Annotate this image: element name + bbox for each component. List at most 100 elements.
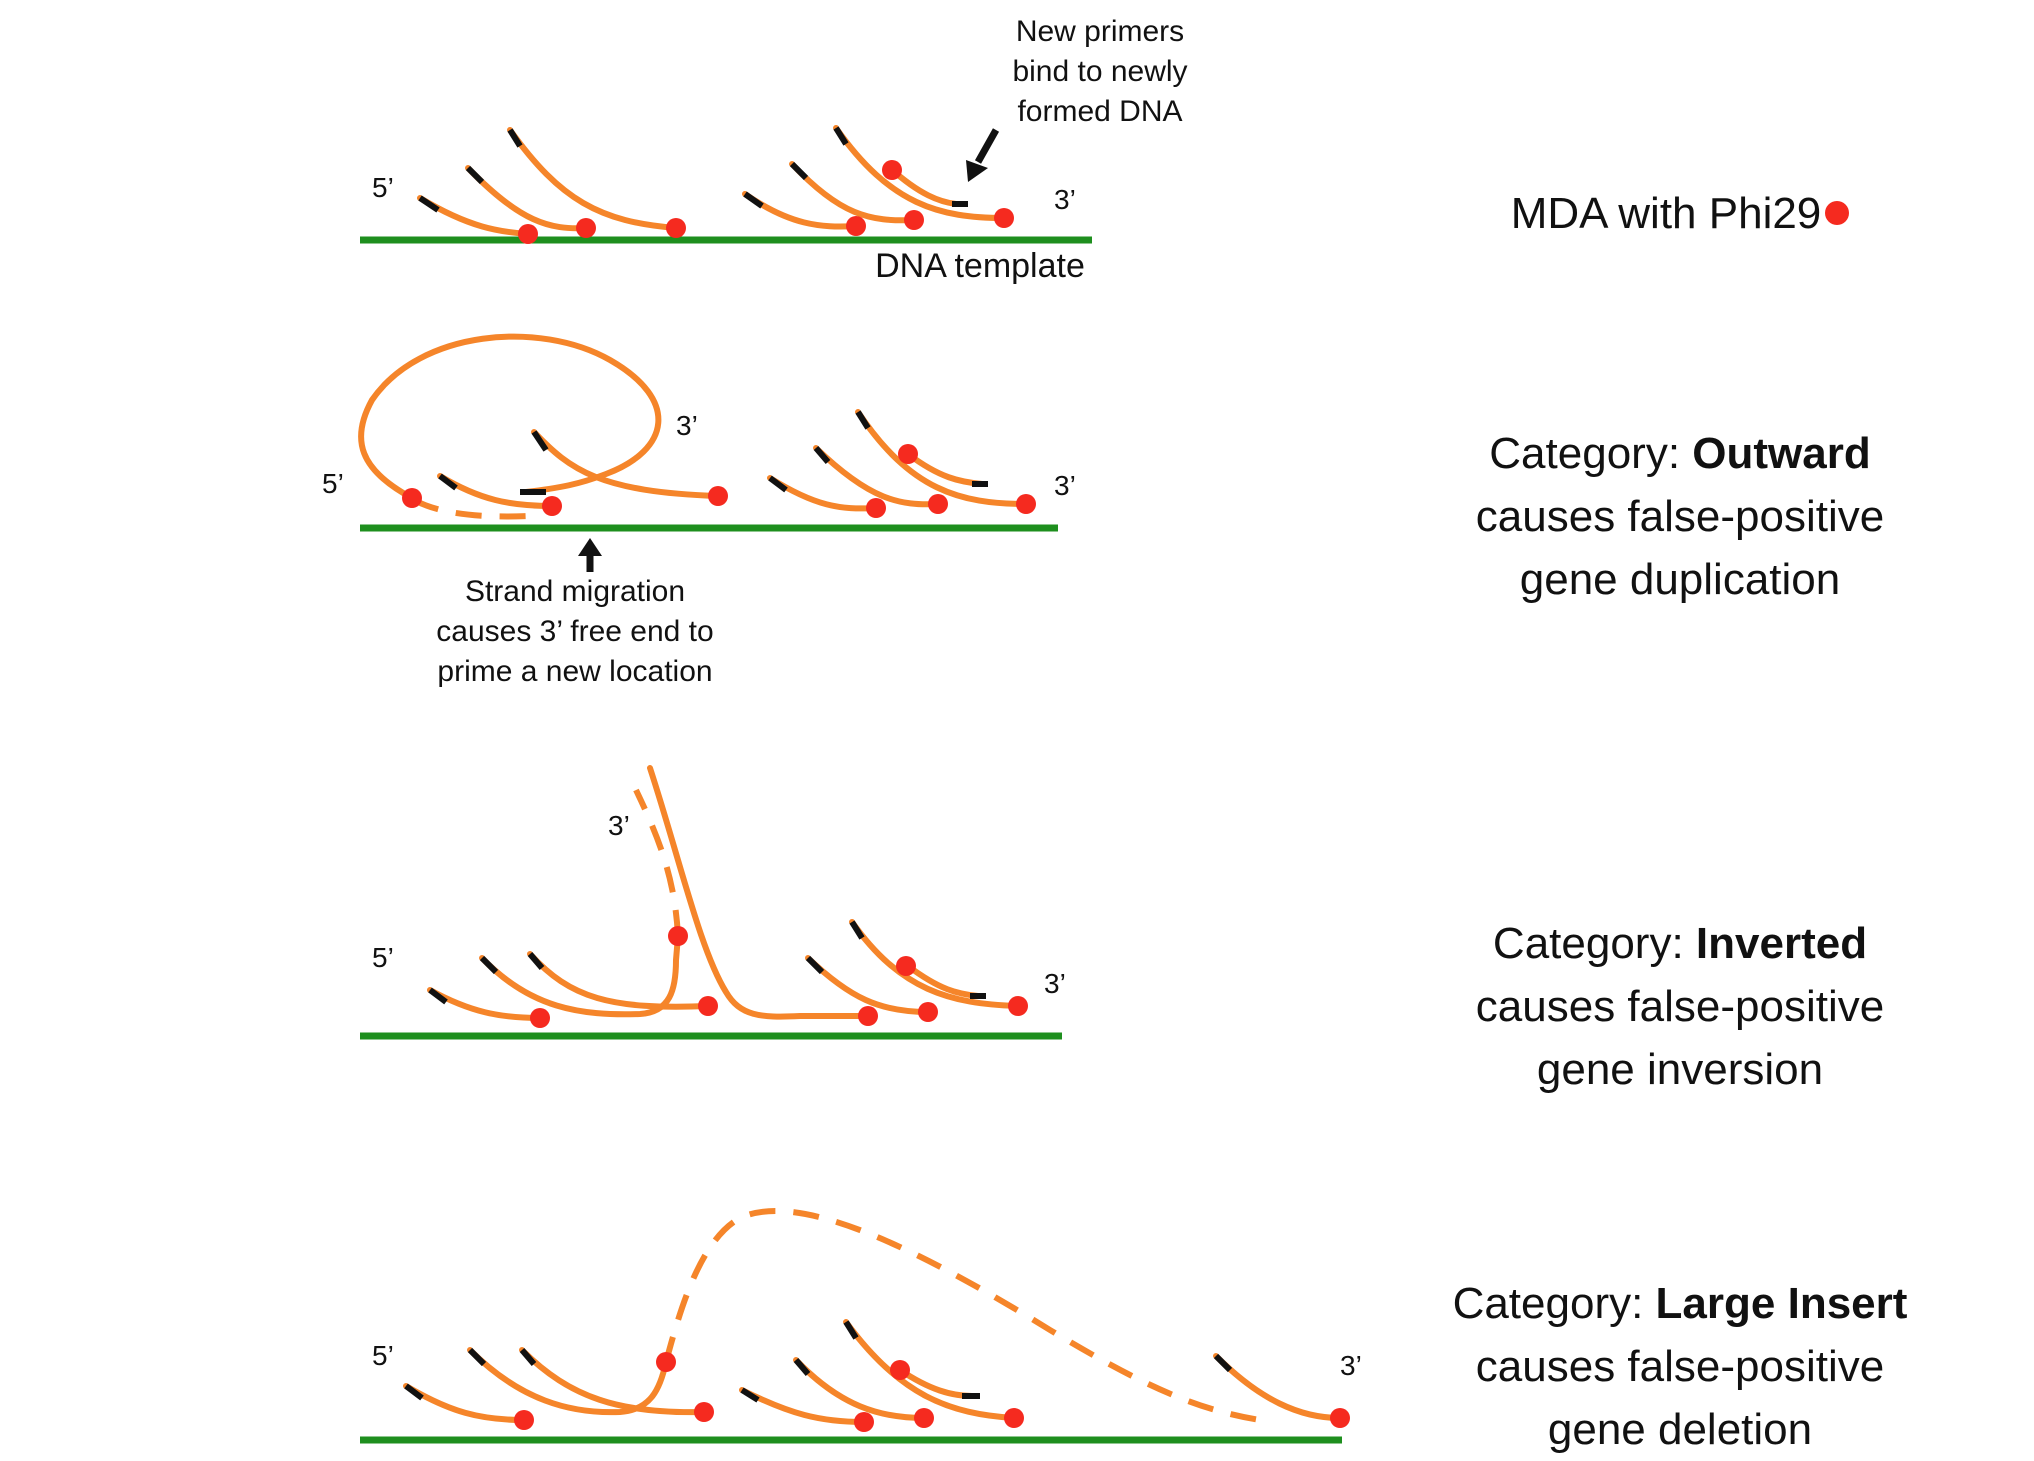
primer bbox=[467, 1347, 487, 1367]
end-5-prime-label: 5’ bbox=[372, 1340, 394, 1371]
looping-strand bbox=[531, 429, 721, 499]
phi29-polymerase bbox=[542, 496, 562, 516]
category-line: Category: Outward bbox=[1400, 422, 1960, 485]
phi29-polymerase bbox=[530, 1008, 550, 1028]
primer bbox=[789, 161, 809, 181]
category-name: Outward bbox=[1692, 429, 1871, 478]
new-strand bbox=[519, 1347, 707, 1416]
strand-migration-note: Strand migration causes 3’ free end to p… bbox=[405, 572, 745, 692]
phi29-polymerase bbox=[1330, 1408, 1350, 1428]
phi29-polymerase bbox=[518, 224, 538, 244]
end-5-prime-label: 5’ bbox=[322, 468, 344, 499]
primer bbox=[418, 195, 440, 213]
category-effect: gene inversion bbox=[1536, 1045, 1824, 1094]
primer bbox=[519, 1348, 537, 1366]
new-strand bbox=[467, 1347, 669, 1416]
category-prefix: Category: bbox=[1452, 1279, 1656, 1328]
panel-large-insert bbox=[360, 1208, 1350, 1444]
primer bbox=[849, 920, 865, 940]
phi29-polymerase bbox=[698, 996, 718, 1016]
primer bbox=[855, 410, 871, 430]
phi29-polymerase bbox=[1016, 494, 1036, 514]
mda-title: MDA with Phi29 bbox=[1400, 182, 1960, 245]
category-inverted: Category: Inverted causes false-positive… bbox=[1400, 912, 1960, 1101]
new-strand bbox=[813, 445, 941, 508]
phi29-polymerase bbox=[896, 956, 916, 976]
end-5-prime-label: 5’ bbox=[372, 942, 394, 973]
primer bbox=[768, 475, 788, 493]
phi29-polymerase bbox=[708, 486, 728, 506]
new-strand bbox=[742, 191, 859, 230]
phi29-polymerase bbox=[898, 444, 918, 464]
primer-note-line: formed DNA bbox=[1017, 95, 1183, 128]
primer-note-line: bind to newly bbox=[1012, 55, 1188, 88]
primer bbox=[507, 128, 523, 148]
inverted-long-strand bbox=[647, 765, 873, 1020]
primer bbox=[479, 955, 499, 975]
end-5-prime-label: 5’ bbox=[372, 172, 394, 203]
phi29-polymerase bbox=[890, 1360, 910, 1380]
primer bbox=[1213, 1353, 1233, 1373]
arrow-head-icon bbox=[966, 160, 988, 182]
new-strand bbox=[507, 127, 679, 231]
phi29-polymerase bbox=[1008, 996, 1028, 1016]
new-strand bbox=[479, 933, 681, 1018]
phi29-polymerase bbox=[846, 216, 866, 236]
primer bbox=[833, 126, 849, 146]
new-strand bbox=[833, 125, 1007, 221]
looping-strand bbox=[358, 333, 662, 501]
primer bbox=[465, 165, 485, 185]
end-3-prime-label: 3’ bbox=[1054, 470, 1076, 501]
insert-strand-dashed bbox=[663, 1208, 1261, 1423]
phi29-polymerase bbox=[514, 1410, 534, 1430]
new-strand bbox=[843, 1319, 1017, 1421]
primer-note-line: New primers bbox=[1015, 15, 1185, 48]
primer-note: New primers bind to newly formed DNA bbox=[960, 12, 1240, 132]
category-name: Inverted bbox=[1695, 919, 1868, 968]
category-effect: causes false-positive bbox=[1475, 982, 1885, 1031]
phi29-polymerase bbox=[668, 926, 688, 946]
phi29-polymerase bbox=[1004, 1408, 1024, 1428]
new-strand bbox=[855, 409, 1029, 507]
category-line: Category: Large Insert bbox=[1400, 1272, 1960, 1335]
phi29-dot-icon bbox=[1825, 201, 1850, 226]
new-strand bbox=[789, 161, 917, 224]
primer bbox=[805, 955, 825, 975]
panel-mda-phi29 bbox=[360, 125, 1092, 244]
primer bbox=[404, 1383, 424, 1401]
phi29-polymerase bbox=[402, 488, 422, 508]
panel-inverted bbox=[360, 765, 1062, 1040]
phi29-polymerase bbox=[904, 210, 924, 230]
note-line: prime a new location bbox=[437, 655, 713, 688]
end-3-prime-label: 3’ bbox=[608, 810, 630, 841]
note-line: Strand migration bbox=[464, 575, 686, 608]
phi29-polymerase bbox=[914, 1408, 934, 1428]
primer bbox=[793, 1358, 811, 1376]
category-prefix: Category: bbox=[1489, 429, 1693, 478]
note-line: causes 3’ free end to bbox=[436, 615, 714, 648]
arrow-head-icon bbox=[578, 538, 602, 556]
new-strand bbox=[739, 1387, 867, 1425]
new-strand bbox=[465, 165, 589, 232]
dna-template-label: DNA template bbox=[875, 247, 1085, 285]
primer bbox=[740, 1387, 760, 1403]
phi29-polymerase bbox=[882, 160, 902, 180]
category-large-insert: Category: Large Insert causes false-posi… bbox=[1400, 1272, 1960, 1461]
primer bbox=[428, 987, 448, 1005]
new-strand bbox=[849, 919, 1021, 1009]
primer bbox=[531, 430, 549, 452]
phi29-polymerase bbox=[918, 1002, 938, 1022]
end-3-prime-label: 3’ bbox=[1340, 1350, 1362, 1381]
new-strand bbox=[403, 1383, 527, 1423]
extended-strand-dashed bbox=[412, 497, 531, 520]
category-outward: Category: Outward causes false-positive … bbox=[1400, 422, 1960, 611]
end-3-prime-label: 3’ bbox=[1054, 184, 1076, 215]
phi29-polymerase bbox=[656, 1352, 676, 1372]
primer bbox=[843, 1320, 859, 1340]
primer bbox=[527, 952, 545, 970]
inverted-strand-dashed bbox=[633, 788, 681, 937]
category-prefix: Category: bbox=[1492, 919, 1696, 968]
phi29-polymerase bbox=[666, 218, 686, 238]
category-effect: gene deletion bbox=[1547, 1405, 1813, 1454]
category-name: Large Insert bbox=[1655, 1279, 1908, 1328]
